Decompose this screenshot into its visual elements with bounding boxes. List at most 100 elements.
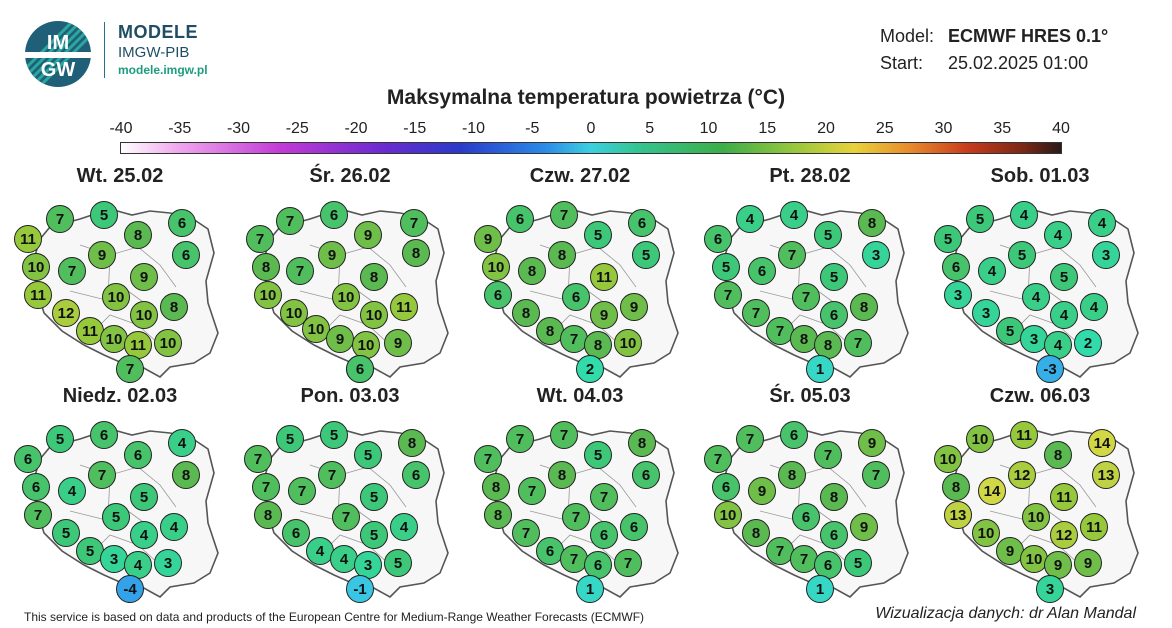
temperature-marker: 5 (90, 201, 118, 229)
temperature-marker: 6 (172, 241, 200, 269)
colorbar-tick-label: -20 (344, 120, 368, 137)
temperature-marker: 5 (584, 441, 612, 469)
temperature-marker: 6 (712, 473, 740, 501)
temperature-marker: 10 (934, 445, 962, 473)
forecast-date-title: Czw. 27.02 (529, 165, 631, 187)
temperature-marker: 7 (46, 205, 74, 233)
temperature-marker: 8 (584, 331, 612, 359)
model-info: Model: ECMWF HRES 0.1° Start: 25.02.2025 0… (880, 23, 1108, 77)
temperature-marker: 6 (562, 283, 590, 311)
temperature-marker: 10 (1020, 545, 1048, 573)
temperature-marker: 3 (1036, 575, 1064, 603)
temperature-marker: 7 (704, 445, 732, 473)
temperature-marker: 10 (130, 301, 158, 329)
temperature-marker: 11 (24, 281, 52, 309)
temperature-marker: 3 (1092, 241, 1120, 269)
temperature-marker: 6 (590, 521, 618, 549)
temperature-marker: 4 (736, 205, 764, 233)
temperature-marker: 6 (484, 281, 512, 309)
forecast-date-title: Pon. 03.03 (300, 385, 400, 407)
temperature-marker: 8 (484, 501, 512, 529)
temperature-marker: 7 (116, 355, 144, 383)
temperature-marker: 7 (252, 473, 280, 501)
temperature-marker: 5 (320, 421, 348, 449)
temperature-marker: 9 (326, 325, 354, 353)
temperature-marker: 9 (384, 329, 412, 357)
colorbar-tick-label: 15 (758, 120, 777, 137)
temperature-marker: 7 (276, 207, 304, 235)
brand-url[interactable]: modele.imgw.pl (118, 63, 208, 77)
temperature-marker: 14 (978, 477, 1006, 505)
model-value: ECMWF HRES 0.1° (948, 26, 1109, 46)
temperature-marker: 4 (58, 477, 86, 505)
temperature-marker: 8 (124, 221, 152, 249)
temperature-marker: 8 (858, 209, 886, 237)
temperature-marker: 5 (276, 425, 304, 453)
temperature-marker: 3 (154, 549, 182, 577)
colorbar-tick-label: 0 (586, 120, 596, 137)
temperature-marker: 1 (806, 575, 834, 603)
temperature-marker: 10 (1022, 503, 1050, 531)
temperature-marker: 11 (1080, 513, 1108, 541)
temperature-marker: 6 (780, 421, 808, 449)
temperature-marker: 8 (778, 461, 806, 489)
temperature-marker: 14 (1088, 429, 1116, 457)
temperature-marker: 6 (942, 253, 970, 281)
temperature-marker: 7 (562, 503, 590, 531)
temperature-marker: 3 (862, 241, 890, 269)
forecast-date-title: Pt. 28.02 (769, 165, 851, 187)
temperature-marker: 6 (792, 503, 820, 531)
temperature-marker: 5 (76, 537, 104, 565)
forecast-panel: Wt. 04.03 7 7 7 5 8 6 8 7 8 7 8 7 6 6 7 6 7 6 7 1 (470, 385, 690, 603)
colorbar-tick-label: -30 (226, 120, 251, 137)
temperature-marker: 8 (742, 519, 770, 547)
temperature-marker: 10 (100, 325, 128, 353)
temperature-marker: 5 (46, 425, 74, 453)
temperature-marker: 8 (628, 429, 656, 457)
temperature-marker: 9 (88, 241, 116, 269)
temperature-marker: 7 (862, 461, 890, 489)
temperature-marker: 9 (748, 477, 776, 505)
temperature-marker: 6 (282, 519, 310, 547)
temperature-marker: 12 (1050, 521, 1078, 549)
temperature-marker: 7 (590, 483, 618, 511)
temperature-marker: 10 (360, 301, 388, 329)
temperature-marker: 6 (14, 445, 42, 473)
temperature-marker: 8 (160, 293, 188, 321)
temperature-marker: 9 (1044, 551, 1072, 579)
brand-subtitle: IMGW-PIB (118, 44, 190, 61)
colorbar-tick-label: -5 (525, 120, 540, 137)
temperature-marker: 13 (1092, 461, 1120, 489)
temperature-marker: 6 (90, 421, 118, 449)
temperature-marker: 11 (590, 263, 618, 291)
imgw-logo: IM GW (24, 21, 92, 87)
forecast-date-title: Wt. 25.02 (76, 165, 164, 187)
temperature-marker: 7 (814, 441, 842, 469)
temperature-marker: 4 (1044, 221, 1072, 249)
temperature-marker: 11 (1010, 421, 1038, 449)
temperature-marker: 13 (944, 501, 972, 529)
temperature-marker: -4 (116, 575, 144, 603)
temperature-marker: 4 (1010, 201, 1038, 229)
temperature-marker: 7 (790, 545, 818, 573)
temperature-marker: 7 (506, 425, 534, 453)
temperature-marker: 7 (474, 445, 502, 473)
temperature-marker: 3 (100, 545, 128, 573)
temperature-marker: 11 (390, 293, 418, 321)
temperature-marker: 8 (518, 257, 546, 285)
temperature-marker: 6 (632, 461, 660, 489)
temperature-marker: 5 (996, 317, 1024, 345)
colorbar-tick-label: 35 (993, 120, 1012, 137)
forecast-panel: Śr. 05.03 7 7 6 7 9 7 6 9 8 8 10 6 6 9 8 7 7 6 5 1 (700, 385, 920, 603)
temperature-marker: 7 (58, 257, 86, 285)
forecast-panel: Sob. 01.03 5 5 4 4 4 3 6 4 5 5 3 4 4 4 3 5 3 4 2 -3 (930, 165, 1150, 383)
temperature-marker: 7 (518, 477, 546, 505)
temperature-marker: 4 (160, 513, 188, 541)
forecast-date-title: Wt. 04.03 (536, 385, 624, 407)
svg-text:GW: GW (41, 59, 76, 81)
temperature-marker: 6 (124, 441, 152, 469)
temperature-marker: 5 (1050, 263, 1078, 291)
temperature-marker: 10 (102, 283, 130, 311)
forecast-date-title: Niedz. 02.03 (62, 385, 178, 407)
temperature-marker: 1 (576, 575, 604, 603)
